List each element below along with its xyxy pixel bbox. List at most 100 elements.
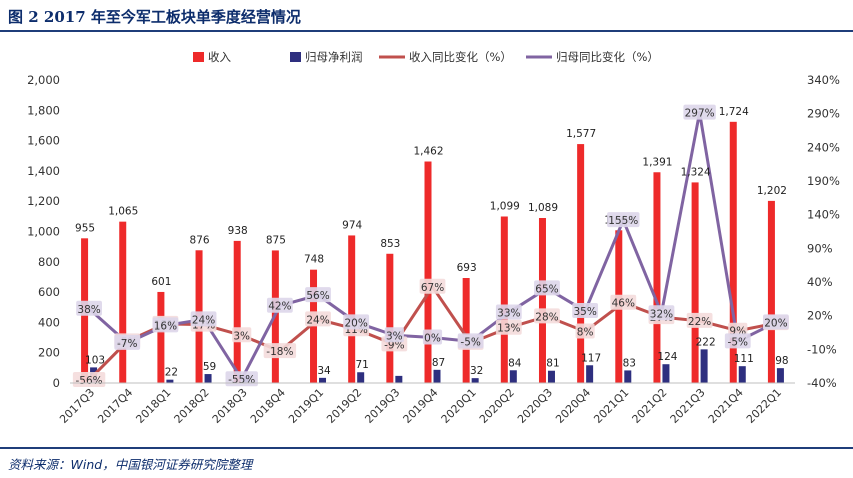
x-tick-label: 2021Q2: [630, 386, 670, 426]
y-right-tick-label: 340%: [807, 73, 840, 87]
profit-yoy-label-box: [266, 297, 293, 313]
revenue-yoy-label: 3%: [233, 330, 250, 342]
revenue-bar: [653, 172, 661, 383]
profit-bar: [509, 370, 517, 383]
y-right-tick-label: 290%: [807, 107, 840, 121]
profit-bar: [471, 378, 479, 383]
y-right-tick-label: -10%: [807, 342, 837, 356]
y-right-tick-label: 240%: [807, 140, 840, 154]
profit-yoy-label-box: [724, 333, 751, 349]
profit-yoy-label-box: [190, 311, 217, 327]
y-right-tick-label: 20%: [807, 309, 833, 323]
profit-yoy-label-box: [683, 104, 716, 120]
profit-label: 34: [317, 365, 331, 377]
profit-bar: [624, 370, 632, 383]
x-axis: 2017Q32017Q42018Q12018Q22018Q32018Q42019…: [57, 382, 795, 426]
y-right-tick-label: 190%: [807, 174, 840, 188]
x-tick-label: 2019Q2: [324, 386, 364, 426]
y-right-tick-label: -40%: [807, 376, 837, 390]
profit-bar: [357, 372, 365, 383]
x-tick-label: 2021Q3: [668, 386, 708, 426]
profit-yoy-label-box: [648, 305, 675, 321]
revenue-label: 875: [266, 234, 286, 246]
revenue-yoy-label-box: [686, 312, 713, 328]
revenue-bar: [462, 278, 470, 383]
revenue-yoy-label-box: [305, 311, 331, 327]
x-tick-label: 2017Q4: [95, 386, 135, 426]
x-tick-label: 2018Q3: [210, 386, 250, 426]
profit-label: 98: [775, 355, 788, 367]
profit-bar: [586, 365, 594, 383]
profit-bar: [166, 379, 174, 383]
profit-yoy-label: 33%: [497, 308, 520, 320]
revenue-label: 974: [342, 219, 362, 231]
profit-yoy-label-box: [422, 329, 443, 345]
profit-bar: [700, 349, 708, 383]
profit-yoy-label: -55%: [228, 374, 255, 386]
revenue-label: 1,577: [566, 128, 596, 140]
revenue-label: 601: [151, 276, 171, 288]
revenue-yoy-label-box: [534, 308, 560, 324]
x-tick-label: 2018Q1: [133, 386, 173, 426]
footer-divider: [0, 447, 853, 449]
profit-bar: [738, 366, 746, 383]
revenue-yoy-label-box: [419, 278, 446, 294]
profit-yoy-label: 20%: [764, 317, 787, 329]
profit-yoy-label-box: [305, 287, 331, 303]
profit-bar: [204, 374, 212, 383]
y-left-tick-label: 1,200: [27, 194, 60, 208]
revenue-bar: [767, 200, 775, 383]
revenue-label: 693: [457, 262, 477, 274]
revenue-yoy-label: 13%: [497, 323, 520, 335]
legend-label: 归母同比变化（%）: [556, 50, 659, 64]
profit-yoy-label: 20%: [345, 317, 368, 329]
profit-yoy-label: 32%: [650, 308, 673, 320]
y-axis-right: -40% -10% 20% 40% 90% 140% 190% 240% 290% 340%: [807, 73, 840, 390]
revenue-bar: [577, 144, 585, 383]
x-tick-label: 2022Q1: [744, 386, 784, 426]
revenue-yoy-label: 8%: [577, 326, 594, 338]
revenue-label: 1,462: [413, 146, 443, 158]
profit-yoy-label: 65%: [535, 283, 558, 295]
y-left-tick-label: 2,000: [27, 73, 60, 87]
profit-yoy-label-box: [225, 371, 258, 387]
x-tick-label: 2019Q1: [286, 386, 326, 426]
revenue-label: 1,202: [757, 185, 787, 197]
revenue-yoy-label-box: [263, 343, 297, 359]
y-left-tick-label: 1,800: [27, 103, 60, 117]
revenue-bar: [157, 291, 165, 383]
revenue-bar: [500, 216, 508, 383]
revenue-label: 853: [380, 238, 400, 250]
y-right-tick-label: 140%: [807, 208, 840, 222]
y-left-tick-label: 200: [38, 346, 60, 360]
profit-label: 117: [581, 352, 601, 364]
profit-yoy-label: 56%: [306, 290, 329, 302]
y-left-tick-label: 600: [38, 285, 60, 299]
legend-swatch: [290, 52, 301, 62]
revenue-bar: [348, 235, 356, 383]
revenue-bar: [424, 161, 432, 383]
x-tick-label: 2020Q1: [439, 386, 479, 426]
revenue-label: 955: [75, 222, 95, 234]
x-tick-label: 2020Q2: [477, 386, 517, 426]
revenue-yoy-label: 67%: [421, 282, 444, 294]
profit-yoy-label-box: [607, 212, 640, 228]
profit-bar: [547, 370, 555, 383]
profit-yoy-label-box: [114, 334, 141, 350]
bar-labels: 955 103 1,065 601 22 876 59 938 875 748 34 974 71 853…: [75, 106, 789, 379]
revenue-yoy-label: -56%: [76, 375, 103, 387]
profit-label: 124: [657, 351, 677, 363]
revenue-bar: [119, 221, 127, 383]
y-left-tick-label: 800: [38, 255, 60, 269]
profit-bar: [662, 364, 670, 383]
profit-label: 103: [85, 354, 105, 366]
revenue-label: 748: [304, 254, 324, 266]
y-left-tick-label: 1,000: [27, 225, 60, 239]
title-divider: [0, 30, 853, 32]
revenue-label: 876: [190, 234, 210, 246]
y-left-tick-label: 1,600: [27, 134, 60, 148]
profit-yoy-label-box: [152, 317, 179, 333]
profit-yoy-label-box: [457, 333, 484, 349]
profit-yoy-label-box: [534, 280, 560, 296]
